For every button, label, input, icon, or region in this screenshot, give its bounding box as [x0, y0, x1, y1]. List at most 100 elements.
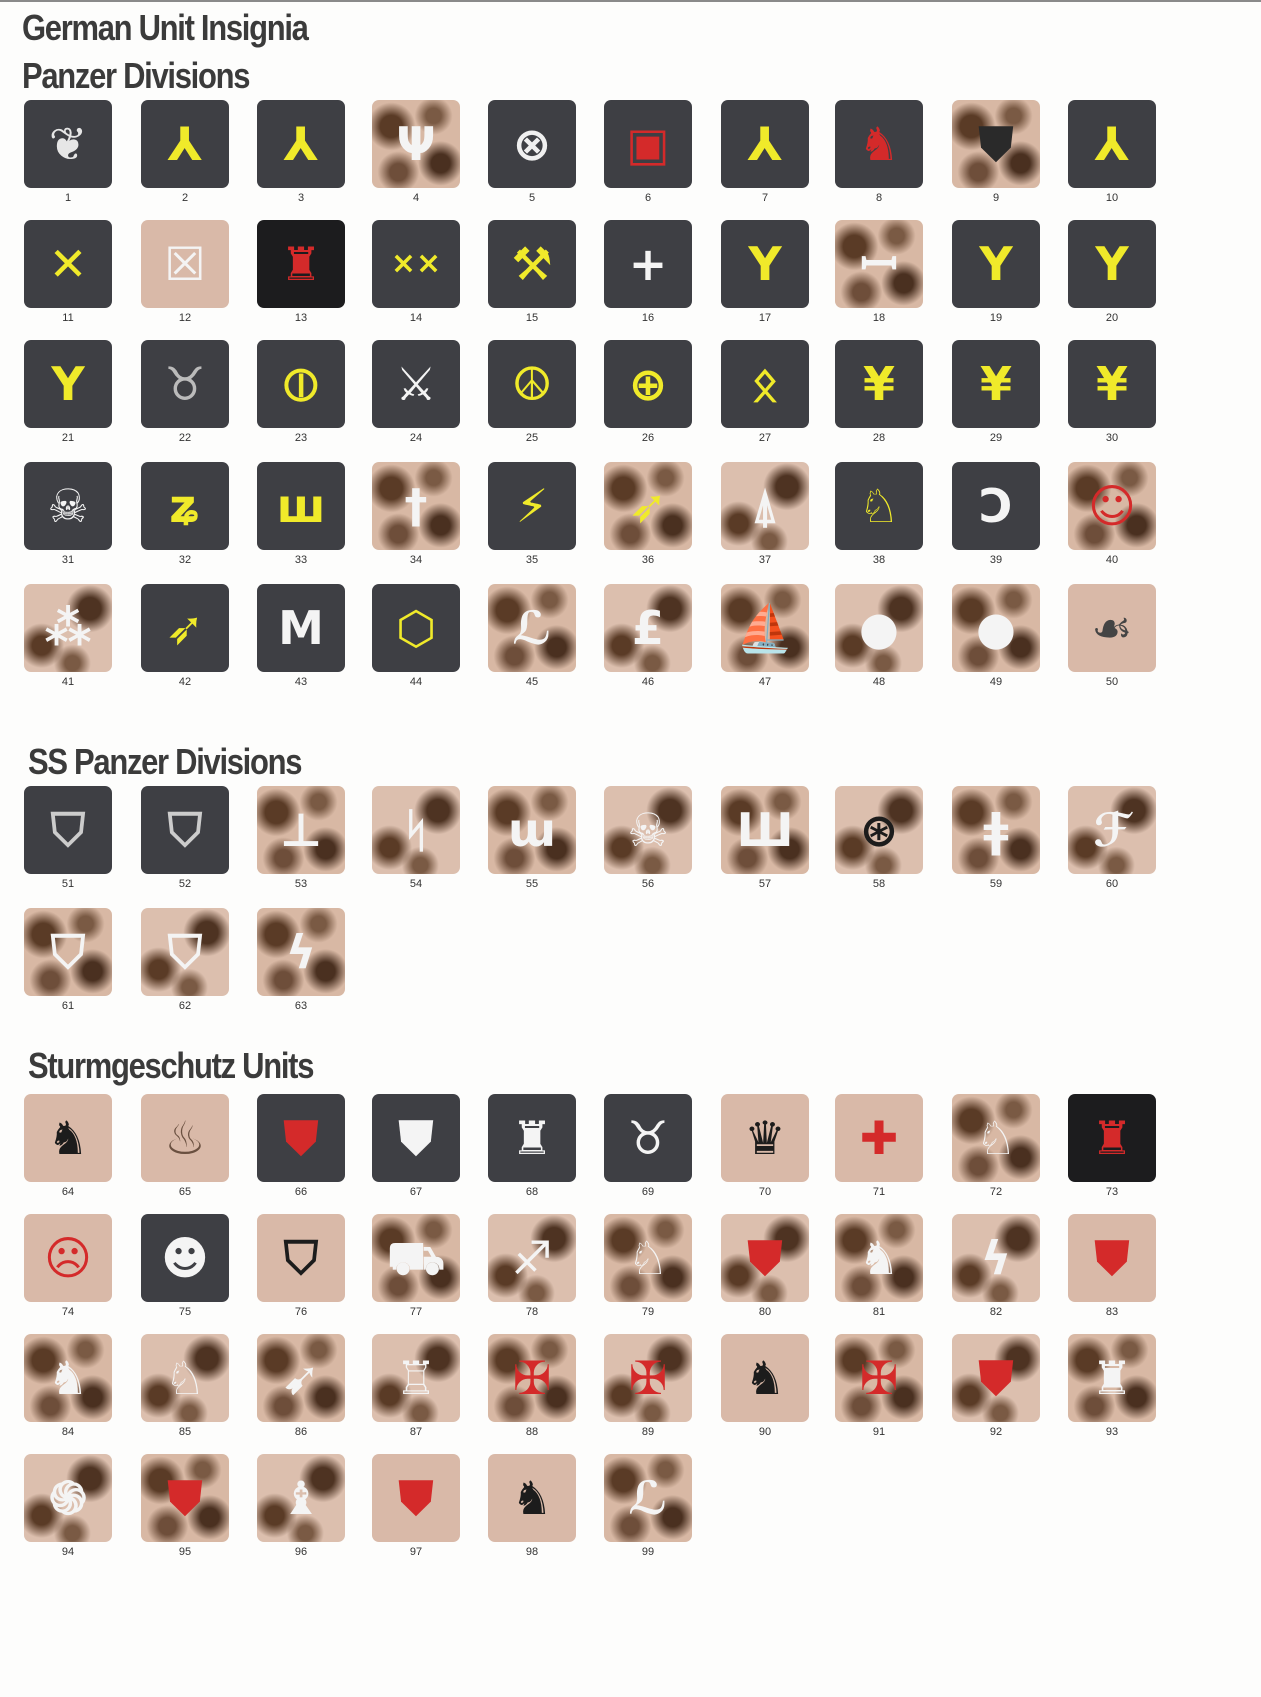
insignia-93: ♜ 93: [1066, 1334, 1158, 1438]
insignia-number: 59: [989, 878, 1003, 890]
insignia-number: 73: [1105, 1186, 1119, 1198]
insignia-50: ☙ 50: [1066, 584, 1158, 688]
insignia-symbol-icon: ☠: [627, 803, 669, 857]
insignia-symbol-icon: ☮: [511, 357, 553, 411]
insignia-emblem-icon: ⅄: [1068, 100, 1156, 188]
insignia-symbol-icon: ℱ: [1093, 803, 1131, 857]
insignia-emblem-icon: ᛋ: [372, 786, 460, 874]
insignia-88: ✠ 88: [486, 1334, 578, 1438]
insignia-37: ⍋ 37: [719, 462, 811, 566]
insignia-23: ⦶ 23: [255, 340, 347, 444]
insignia-number: 8: [875, 192, 883, 204]
insignia-symbol-icon: ♐: [511, 1231, 553, 1285]
insignia-emblem-icon: ¥: [835, 340, 923, 428]
insignia-emblem-icon: ֍: [24, 1454, 112, 1542]
insignia-number: 82: [989, 1306, 1003, 1318]
insignia-symbol-icon: ➶: [165, 601, 205, 655]
insignia-number: 78: [525, 1306, 539, 1318]
insignia-number: 20: [1105, 312, 1119, 324]
insignia-number: 15: [525, 312, 539, 324]
insignia-number: 16: [641, 312, 655, 324]
insignia-number: 84: [61, 1426, 75, 1438]
insignia-68: ♜ 68: [486, 1094, 578, 1198]
insignia-number: 54: [409, 878, 423, 890]
insignia-emblem-icon: ℱ: [1068, 786, 1156, 874]
insignia-36: ➶ 36: [602, 462, 694, 566]
insignia-emblem-icon: ☠: [604, 786, 692, 874]
insignia-symbol-icon: ♘: [627, 1231, 669, 1285]
insignia-symbol-icon: ●: [975, 601, 1017, 655]
insignia-79: ♘ 79: [602, 1214, 694, 1318]
insignia-number: 31: [61, 554, 75, 566]
insignia-symbol-icon: ⛉: [167, 803, 203, 857]
insignia-emblem-icon: ☙: [1068, 584, 1156, 672]
insignia-15: ⚒ 15: [486, 220, 578, 324]
insignia-emblem-icon: ⛊: [952, 100, 1040, 188]
insignia-emblem-icon: ♐: [488, 1214, 576, 1302]
insignia-number: 76: [294, 1306, 308, 1318]
insignia-emblem-icon: ⚒: [488, 220, 576, 308]
insignia-35: ⚡ 35: [486, 462, 578, 566]
insignia-number: 7: [761, 192, 769, 204]
insignia-60: ℱ 60: [1066, 786, 1158, 890]
insignia-number: 72: [989, 1186, 1003, 1198]
insignia-65: ♨ 65: [139, 1094, 231, 1198]
insignia-emblem-icon: ⊥: [257, 786, 345, 874]
insignia-emblem-icon: ♞: [24, 1094, 112, 1182]
insignia-symbol-icon: ⊥: [279, 803, 323, 857]
insignia-25: ☮ 25: [486, 340, 578, 444]
insignia-27: ᛟ 27: [719, 340, 811, 444]
insignia-number: 89: [641, 1426, 655, 1438]
insignia-12: ☒ 12: [139, 220, 231, 324]
insignia-symbol-icon: £: [631, 601, 664, 655]
insignia-symbol-icon: Y: [979, 237, 1013, 291]
insignia-symbol-icon: ☺: [1088, 479, 1136, 533]
insignia-5: ⊗ 5: [486, 100, 578, 204]
insignia-emblem-icon: +: [604, 220, 692, 308]
insignia-emblem-icon: ♘: [141, 1334, 229, 1422]
insignia-emblem-icon: ⛊: [952, 1334, 1040, 1422]
insignia-number: 19: [989, 312, 1003, 324]
insignia-emblem-icon: ✚: [835, 1094, 923, 1182]
insignia-symbol-icon: ⛊: [747, 1231, 783, 1285]
insignia-symbol-icon: ¥: [979, 357, 1012, 411]
insignia-emblem-icon: ♘: [835, 462, 923, 550]
insignia-11: ✕ 11: [22, 220, 114, 324]
page-title: German Unit Insignia: [22, 7, 309, 48]
insignia-symbol-icon: ☒: [164, 237, 206, 291]
insignia-symbol-icon: ♘: [164, 1351, 206, 1405]
insignia-94: ֍ 94: [22, 1454, 114, 1558]
insignia-emblem-icon: ●: [952, 584, 1040, 672]
insignia-emblem-icon: ××: [372, 220, 460, 308]
insignia-emblem-icon: ℒ: [488, 584, 576, 672]
insignia-3: ⅄ 3: [255, 100, 347, 204]
insignia-symbol-icon: ☙: [1091, 601, 1133, 655]
insignia-symbol-icon: ⅄: [167, 117, 203, 171]
insignia-emblem-icon: ♝: [257, 1454, 345, 1542]
insignia-43: M 43: [255, 584, 347, 688]
insignia-symbol-icon: ℒ: [628, 1471, 668, 1525]
insignia-number: 83: [1105, 1306, 1119, 1318]
insignia-symbol-icon: ⛊: [978, 1351, 1014, 1405]
section-title-ss: SS Panzer Divisions: [28, 741, 302, 782]
insignia-symbol-icon: ϟ: [285, 925, 317, 979]
insignia-number: 55: [525, 878, 539, 890]
insignia-number: 38: [872, 554, 886, 566]
insignia-number: 25: [525, 432, 539, 444]
insignia-73: ♜ 73: [1066, 1094, 1158, 1198]
insignia-emblem-icon: †: [372, 462, 460, 550]
insignia-99: ℒ 99: [602, 1454, 694, 1558]
insignia-symbol-icon: ⊗: [512, 117, 552, 171]
insignia-number: 97: [409, 1546, 423, 1558]
insignia-emblem-icon: ⛊: [372, 1454, 460, 1542]
insignia-number: 71: [872, 1186, 886, 1198]
insignia-symbol-icon: ⛊: [167, 1471, 203, 1525]
insignia-symbol-icon: ⛉: [283, 1231, 319, 1285]
insignia-symbol-icon: ♞: [47, 1351, 89, 1405]
insignia-number: 52: [178, 878, 192, 890]
insignia-symbol-icon: ♞: [744, 1351, 786, 1405]
insignia-number: 12: [178, 312, 192, 324]
insignia-number: 91: [872, 1426, 886, 1438]
insignia-emblem-icon: ➶: [141, 584, 229, 672]
insignia-42: ➶ 42: [139, 584, 231, 688]
